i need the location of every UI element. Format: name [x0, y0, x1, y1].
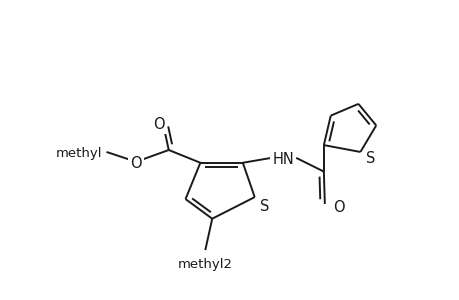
Text: S: S: [365, 151, 374, 166]
Text: O: O: [130, 156, 142, 171]
Text: methyl2: methyl2: [178, 258, 232, 271]
Text: O: O: [153, 116, 164, 131]
Text: methyl: methyl: [56, 147, 102, 160]
Text: HN: HN: [272, 152, 294, 167]
Text: O: O: [332, 200, 344, 215]
Text: S: S: [259, 199, 269, 214]
